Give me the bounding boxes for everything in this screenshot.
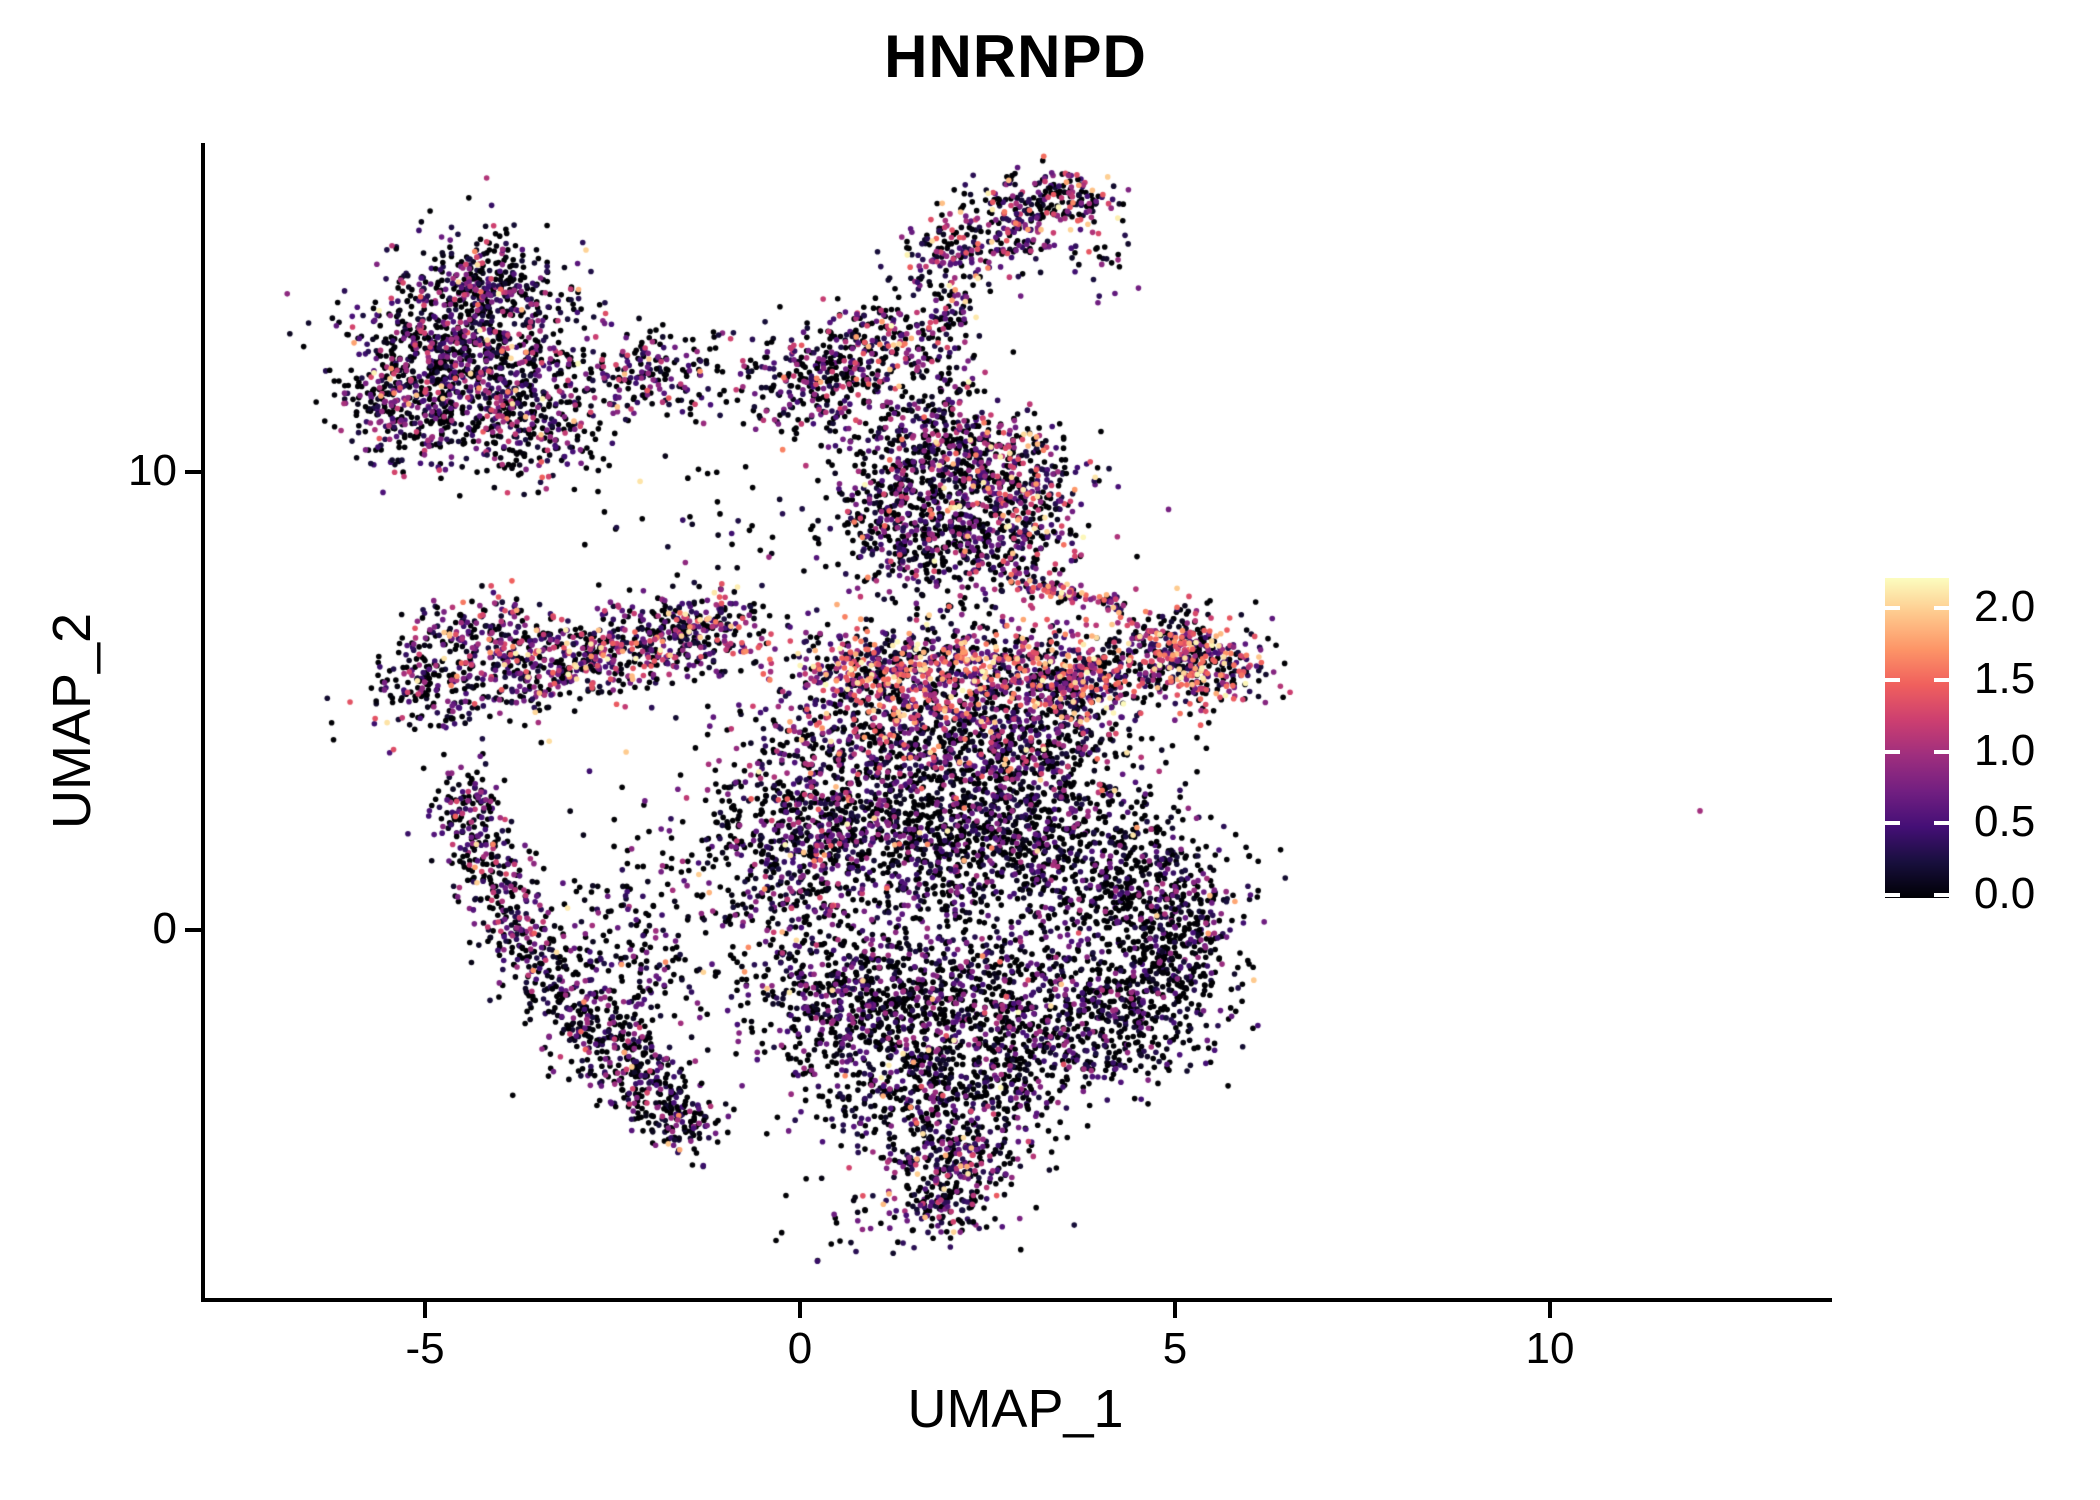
- y-axis-line: [201, 143, 205, 1302]
- x-tick-label: 10: [1525, 1324, 1575, 1373]
- x-tick-mark: [798, 1302, 802, 1318]
- colorbar-tick-right: [1934, 893, 1949, 898]
- y-tick-mark: [185, 928, 201, 932]
- x-tick-label: 0: [787, 1324, 813, 1373]
- x-tick-mark: [1173, 1302, 1177, 1318]
- x-tick-mark: [423, 1302, 427, 1318]
- x-axis-title: UMAP_1: [907, 1379, 1124, 1439]
- x-tick-label: 5: [1162, 1324, 1188, 1373]
- plot-title: HNRNPD: [884, 23, 1147, 90]
- colorbar-tick-left: [1885, 606, 1900, 611]
- x-axis-line: [201, 1298, 1832, 1302]
- colorbar-tick-label: 0.0: [1974, 869, 2036, 919]
- y-tick-mark: [185, 470, 201, 474]
- colorbar-tick-right: [1934, 677, 1949, 682]
- colorbar-tick-label: 2.0: [1974, 582, 2036, 632]
- colorbar-tick-right: [1934, 606, 1949, 611]
- colorbar-tick-right: [1934, 821, 1949, 826]
- colorbar-tick-left: [1885, 677, 1900, 682]
- colorbar-tick-left: [1885, 821, 1900, 826]
- x-tick-mark: [1548, 1302, 1552, 1318]
- x-tick-label: -5: [405, 1324, 445, 1373]
- colorbar-gradient: [1885, 578, 1949, 898]
- y-axis-title: UMAP_2: [42, 612, 102, 830]
- y-tick-label: 10: [128, 446, 177, 495]
- colorbar-tick-left: [1885, 749, 1900, 754]
- colorbar-tick-left: [1885, 893, 1900, 898]
- y-tick-label: 0: [152, 904, 177, 953]
- colorbar-tick-right: [1934, 749, 1949, 754]
- colorbar-tick-label: 1.5: [1974, 653, 2036, 703]
- colorbar-tick-label: 1.0: [1974, 725, 2036, 775]
- colorbar-tick-label: 0.5: [1974, 797, 2036, 847]
